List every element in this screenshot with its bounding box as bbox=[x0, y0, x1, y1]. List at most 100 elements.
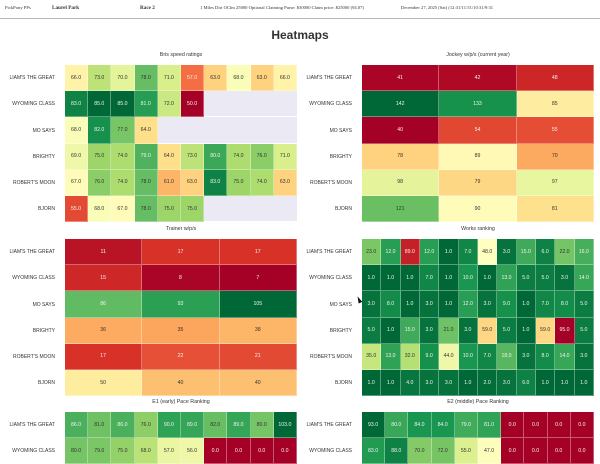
heatmap-cell: 74.0 bbox=[111, 143, 135, 170]
heatmap-title: Jockey w/p/s (current year) bbox=[446, 52, 510, 58]
heatmap-cell: 1.0 bbox=[362, 265, 382, 292]
heatmap-title: Bris speed ratings bbox=[159, 52, 203, 58]
row-label: BRIGHTY bbox=[32, 327, 55, 334]
heatmap-cell: 1.0 bbox=[381, 370, 401, 397]
top-header-bar: PickPony PPs Laurel Park Race 2 1 Miles … bbox=[0, 0, 600, 19]
track-name: Laurel Park bbox=[52, 5, 80, 11]
row-label: LIAM'S THE GREAT bbox=[9, 422, 55, 429]
heatmap-cell: 80.0 bbox=[250, 412, 274, 439]
heatmap-cell: 74.0 bbox=[111, 169, 135, 196]
heatmap-cell: 0.0 bbox=[570, 412, 594, 439]
heatmap-cell: 98 bbox=[362, 169, 440, 196]
heatmap-cell: 80.0 bbox=[204, 143, 228, 170]
heatmap-cell: 71.0 bbox=[157, 65, 181, 92]
heatmap-cell: 61.0 bbox=[157, 169, 181, 196]
heatmap-cell: 71.0 bbox=[273, 143, 297, 170]
heatmap-cell: 2.0 bbox=[478, 370, 498, 397]
heatmap-cell: 3.0 bbox=[362, 291, 382, 318]
heatmap-cell: 0.0 bbox=[227, 438, 251, 464]
heatmap-cell: 66.0 bbox=[65, 65, 89, 92]
heatmap-cell: 3.0 bbox=[497, 239, 517, 266]
heatmap-cell: 1.0 bbox=[478, 265, 498, 292]
heatmap-cell: 84.0 bbox=[431, 412, 455, 439]
heatmap-cell: 7.0 bbox=[478, 343, 498, 370]
heatmap-cell: 48.0 bbox=[478, 239, 498, 266]
heatmap-cell: 70 bbox=[516, 143, 594, 170]
heatmap-cell: 41 bbox=[362, 65, 440, 92]
heatmap-cell: 55.0 bbox=[454, 438, 478, 464]
heatmap-cell: 3.0 bbox=[439, 370, 459, 397]
heatmap-cell: 1.0 bbox=[439, 239, 459, 266]
heatmap-cell: 47.0 bbox=[478, 438, 502, 464]
heatmap-cell: 3.0 bbox=[478, 291, 498, 318]
heatmap-cell: 12.0 bbox=[458, 291, 478, 318]
heatmap-cell: 81.0 bbox=[134, 91, 158, 118]
heatmap-cell: 76.0 bbox=[134, 412, 158, 439]
heatmap-title: Trainer w/p/s bbox=[165, 226, 197, 232]
heatmap-cell: 0.0 bbox=[204, 438, 228, 464]
heatmap-cell: 77.0 bbox=[111, 117, 135, 144]
heatmap-cell: 42 bbox=[439, 65, 517, 92]
heatmap-cell: 13.0 bbox=[381, 343, 401, 370]
heatmap-cell: 12.0 bbox=[420, 239, 440, 266]
heatmap-cell: 9.0 bbox=[420, 343, 440, 370]
heatmap-cell: 55.0 bbox=[65, 196, 89, 223]
heatmap-cell: 82.0 bbox=[88, 117, 112, 144]
heatmap-cell: 86.0 bbox=[65, 412, 89, 439]
heatmap-cell: 59.0 bbox=[536, 317, 556, 344]
heatmap-cell: 3.0 bbox=[574, 343, 594, 370]
row-label: BRIGHTY bbox=[329, 153, 352, 160]
heatmap-cell: 17 bbox=[219, 239, 297, 266]
heatmap-cell: 8.0 bbox=[536, 343, 556, 370]
heatmap-cell: 75.0 bbox=[111, 438, 135, 464]
heatmap-cell: 5.0 bbox=[362, 317, 382, 344]
heatmap-cell: 59.0 bbox=[478, 317, 498, 344]
heatmap-cell: 1.0 bbox=[400, 291, 420, 318]
heatmap-cell: 3.0 bbox=[516, 343, 536, 370]
row-label: ROBERT'S MOON bbox=[13, 179, 55, 186]
heatmap-cell: 85 bbox=[516, 91, 594, 118]
heatmap-cell: 38 bbox=[219, 317, 297, 344]
row-label: LIAM'S THE GREAT bbox=[306, 75, 352, 82]
heatmap-cell: 1.0 bbox=[381, 317, 401, 344]
heatmap-cell: 79.0 bbox=[454, 412, 478, 439]
heatmap-cell: 40 bbox=[142, 370, 220, 397]
heatmap-cell: 89.0 bbox=[181, 412, 205, 439]
row-label: ROBERT'S MOON bbox=[13, 353, 55, 360]
heatmap-cell: 40 bbox=[219, 370, 297, 397]
row-label: WYOMING CLASS bbox=[12, 101, 55, 108]
heatmap-cell: 0.0 bbox=[524, 412, 548, 439]
heatmap-cell: 32.0 bbox=[400, 343, 420, 370]
heatmap-cell: 15 bbox=[65, 265, 143, 292]
heatmap-cell: 36 bbox=[65, 317, 143, 344]
heatmap-cell: 83.0 bbox=[65, 91, 89, 118]
heatmap-cell: 86 bbox=[65, 291, 143, 318]
row-label: BRIGHTY bbox=[32, 153, 55, 160]
heatmap-cell: 82.0 bbox=[204, 412, 228, 439]
heatmap-cell: 63.0 bbox=[250, 65, 274, 92]
heatmap-cell: 10.0 bbox=[458, 265, 478, 292]
heatmap-cell: 89.0 bbox=[227, 412, 251, 439]
heatmap-cell: 7.0 bbox=[420, 265, 440, 292]
row-label: BJORN bbox=[335, 380, 352, 387]
heatmap-cell: 88.0 bbox=[385, 438, 409, 464]
heatmap-cell: 1.0 bbox=[458, 370, 478, 397]
heatmap-cell: 12.0 bbox=[381, 239, 401, 266]
empty-cells bbox=[204, 91, 297, 118]
heatmap-cell: 72.0 bbox=[431, 438, 455, 464]
heatmap-cell: 83.0 bbox=[362, 438, 386, 464]
heatmap-cell: 80.0 bbox=[385, 412, 409, 439]
row-label: MO SAYS bbox=[32, 301, 55, 308]
heatmap-cell: 1.0 bbox=[439, 265, 459, 292]
heatmap-cell: 5.0 bbox=[516, 265, 536, 292]
heatmap-cell: 6.0 bbox=[516, 370, 536, 397]
heatmap-cell: 75.0 bbox=[181, 196, 205, 223]
heatmap-cell: 69.0 bbox=[65, 143, 89, 170]
heatmap-cell: 55 bbox=[516, 117, 594, 144]
heatmap-cell: 23.0 bbox=[362, 239, 382, 266]
heatmap-cell: 0.0 bbox=[501, 412, 525, 439]
heatmap-cell: 7 bbox=[219, 265, 297, 292]
row-label: BJORN bbox=[335, 206, 352, 213]
heatmap-cell: 17 bbox=[65, 343, 143, 370]
heatmap-title: E1 (early) Pace Ranking bbox=[152, 399, 210, 405]
